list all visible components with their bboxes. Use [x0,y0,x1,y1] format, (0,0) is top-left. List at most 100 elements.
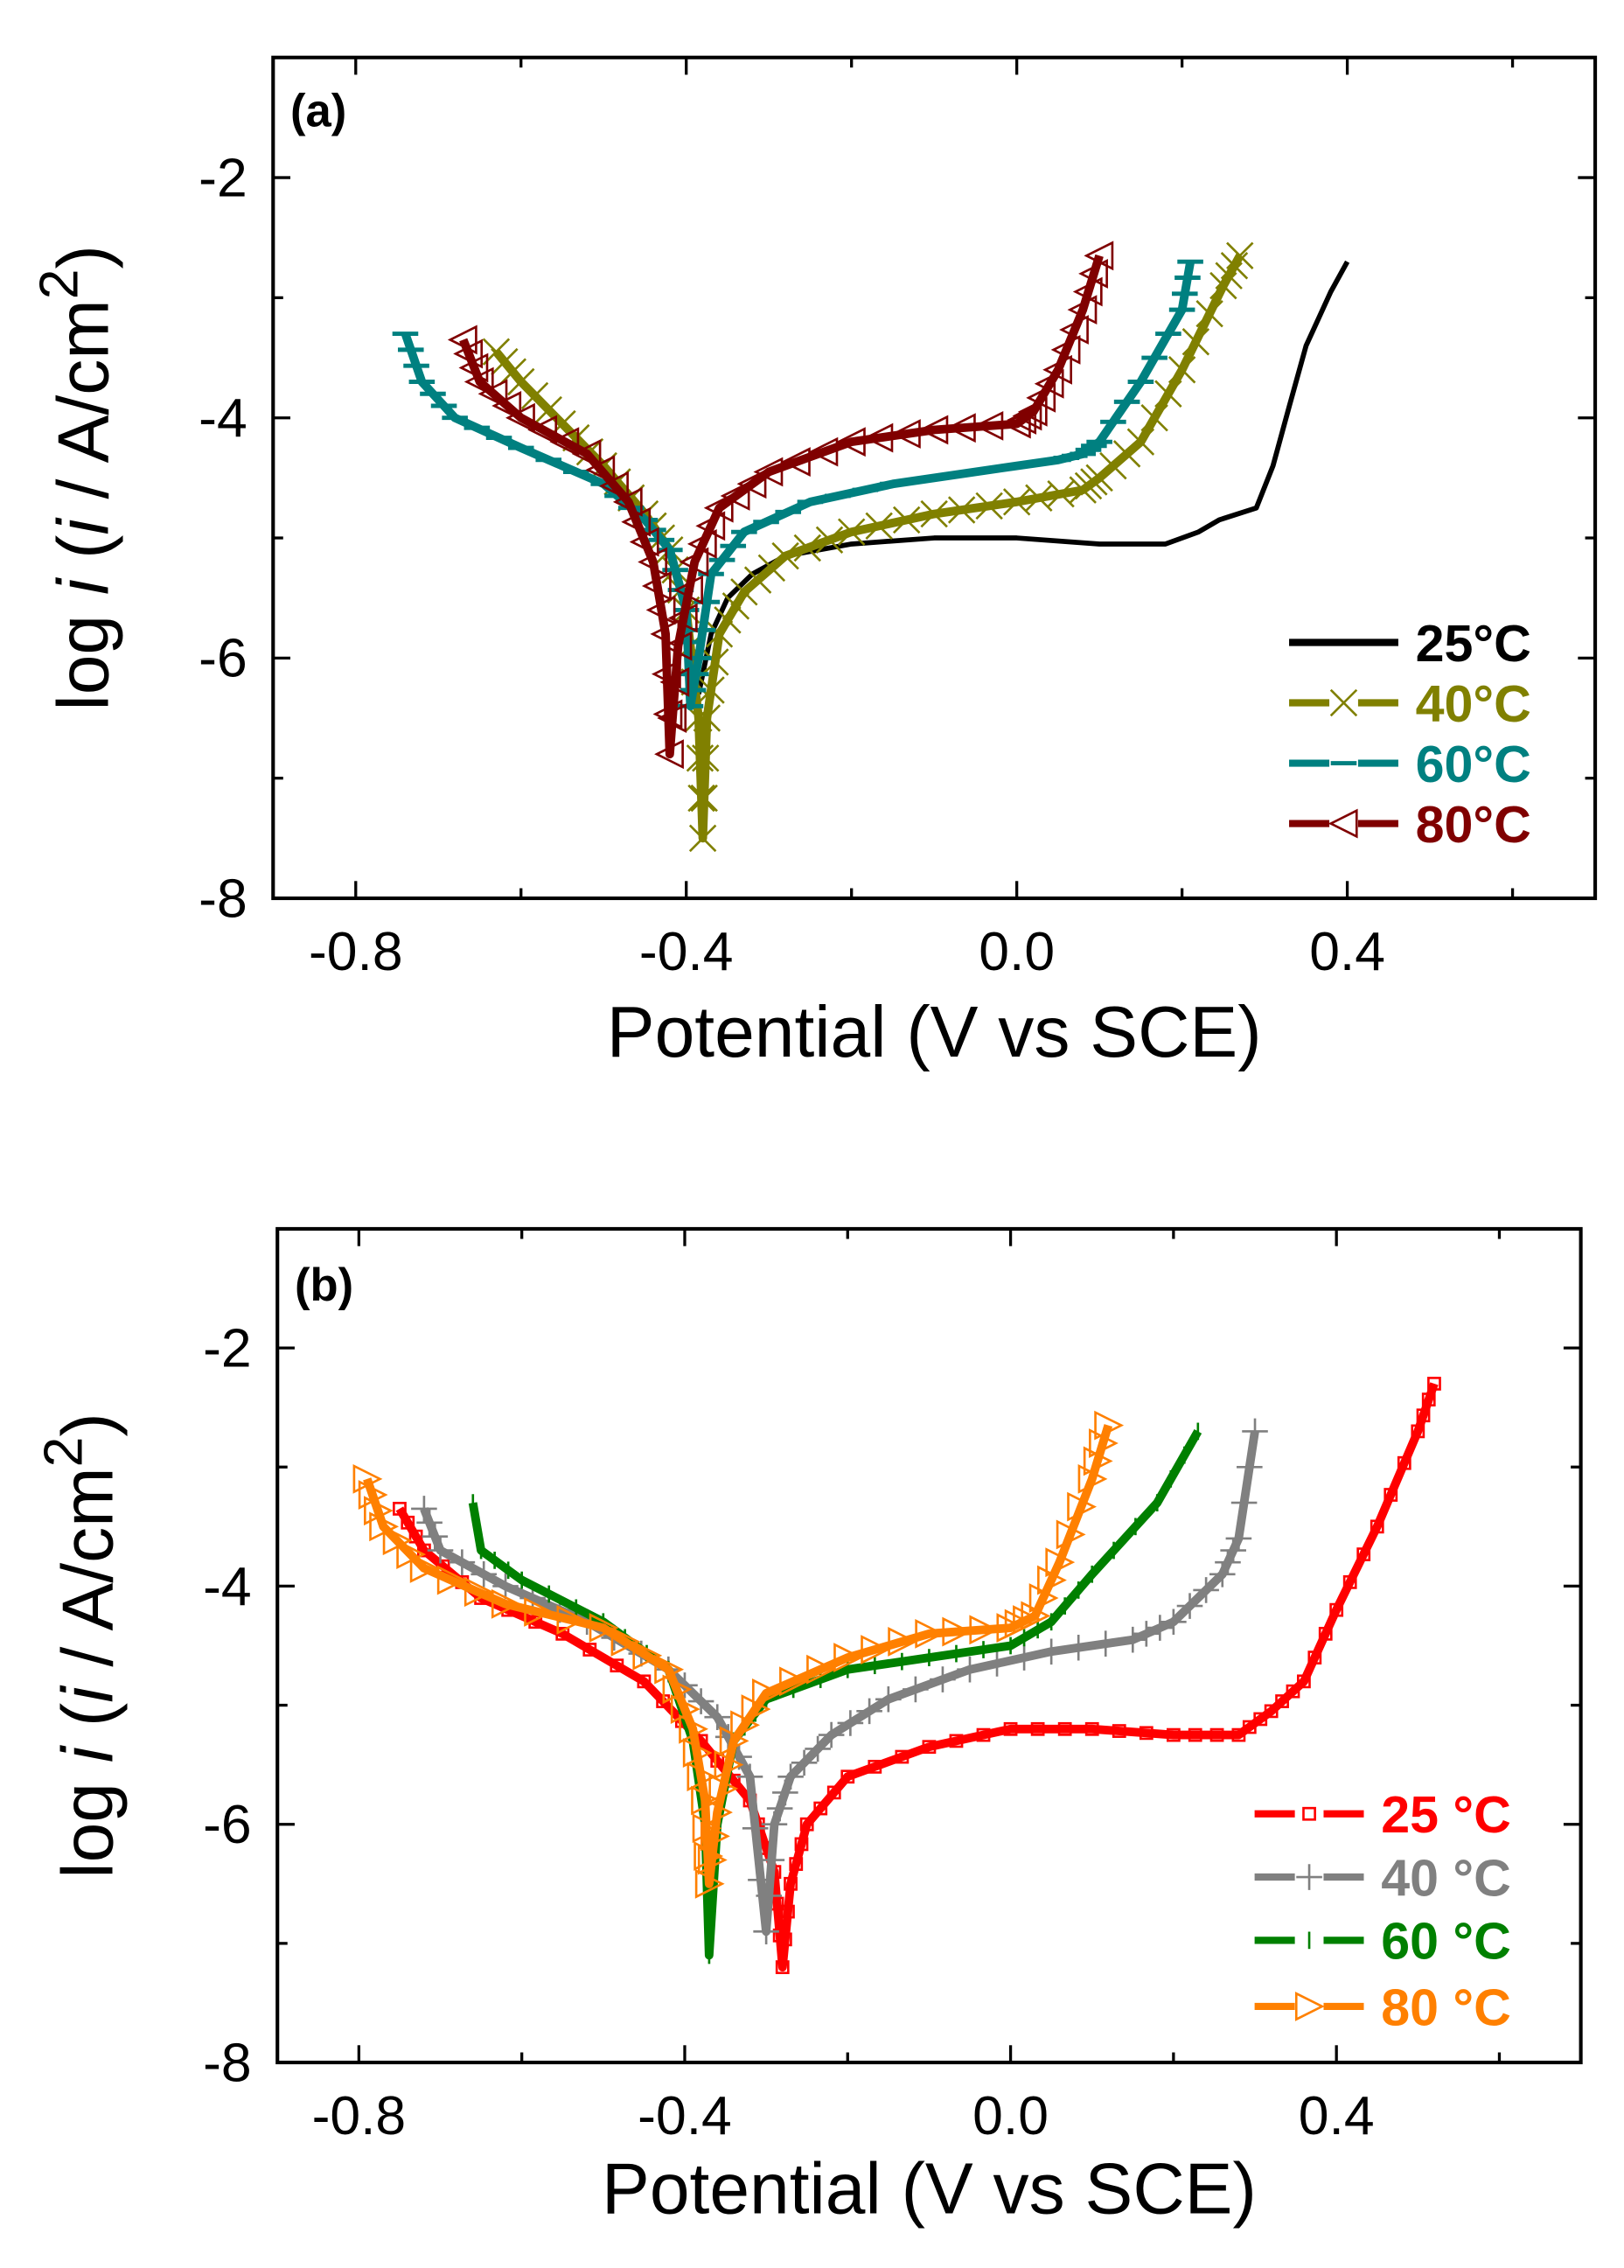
data-point [915,1618,945,1649]
data-point [1038,1638,1064,1665]
data-point [408,1529,423,1544]
data-point [662,631,693,661]
panel-label: (b) [295,1260,353,1311]
data-point [708,1773,739,1804]
legend-marker [1296,1864,1322,1890]
y-axis-label-part: / A/cm [48,1467,128,1686]
data-point [427,1537,454,1564]
data-point [895,1749,910,1764]
legend-marker [1302,1806,1316,1821]
y-axis-label-part: i [48,1685,128,1703]
data-point [1416,1408,1431,1423]
data-point [1237,1454,1263,1481]
data-point [686,744,714,772]
series-line [363,1424,1113,1888]
panel-b: -0.8 -0.4 0.0 0.4 -2 -4 -6 -8 Potential (V vs SC… [32,1226,1583,2230]
data-point [393,1502,407,1516]
data-point [815,526,844,555]
data-point [868,1760,882,1774]
series-80c [447,241,1114,770]
data-point [736,469,767,499]
data-point [401,1515,415,1530]
legend-item: 40 °C [1254,1848,1511,1907]
series-80c [352,1410,1125,1899]
data-point [1384,1488,1398,1502]
legend-gap [1329,809,1358,838]
data-point [794,1837,809,1852]
data-point [477,379,508,409]
y-axis-label: log i (i / A/cm2) [32,1413,128,1878]
legend-label: 40 °C [1381,1848,1511,1907]
data-point [758,1846,785,1874]
y-tick-label: -4 [199,387,247,449]
series-line [420,1430,1259,1937]
data-point [637,1674,652,1689]
data-point [1275,1694,1289,1708]
data-point [687,528,717,559]
y-tick-label: -2 [203,1317,252,1378]
data-point [652,699,683,729]
data-point [1220,252,1249,280]
y-tick-label: -4 [203,1556,252,1617]
data-point [780,447,811,477]
data-point [641,571,672,601]
x-tick-label: -0.4 [638,2085,732,2146]
data-point [890,419,921,449]
data-point [863,422,894,453]
data-point [777,1932,792,1947]
data-point [976,1727,991,1742]
data-point [1034,368,1064,399]
x-tick-label: -0.8 [312,2085,407,2146]
data-point [447,324,477,355]
data-point [719,1726,749,1756]
data-point [599,471,629,501]
data-point [1089,1428,1119,1458]
data-point [777,1763,804,1790]
data-point [714,606,742,634]
data-point [748,1867,774,1894]
x-tick-label: 0.0 [979,921,1055,982]
data-point [688,824,717,853]
data-point [492,1573,519,1600]
legend-item: 80 °C [1254,1978,1511,2036]
data-point [903,1676,929,1703]
data-point [757,554,786,583]
data-point [772,1779,798,1806]
data-point [632,1640,663,1671]
data-point [1072,276,1103,307]
data-point [779,1666,809,1697]
y-axis-label-part: ( [48,1703,128,1747]
data-point [549,427,580,457]
data-point [582,1643,597,1657]
data-point [692,744,720,772]
y-axis-label-part: i [48,1744,128,1762]
x-axis-label: Potential (V vs SCE) [607,993,1262,1072]
data-point [1307,1650,1322,1664]
legend-label: 25°C [1416,614,1531,673]
data-point [806,1654,836,1685]
data-point [1193,1577,1219,1603]
y-axis-label-part: / A/cm [44,299,123,519]
data-point [1017,396,1048,427]
data-point [1356,1547,1371,1561]
data-point [491,391,522,421]
x-tick-label: -0.4 [639,921,734,982]
data-point [687,784,715,813]
data-point [610,1658,624,1673]
legend-item: 25°C [1289,614,1531,673]
panel-label: (a) [290,86,346,137]
data-point [1215,1549,1241,1575]
data-point [1112,1724,1126,1738]
data-point [1133,1621,1160,1647]
y-axis-label-part: 2 [28,269,89,300]
data-point [949,1734,964,1748]
legend-label: 40°C [1416,674,1531,733]
data-point [793,534,822,562]
y-axis-label-part: ) [48,1413,128,1436]
data-point [1003,1721,1018,1736]
data-point [818,1721,845,1748]
x-axis-label: Potential (V vs SCE) [602,2150,1257,2230]
data-point [687,1762,717,1792]
data-point [1099,451,1127,480]
